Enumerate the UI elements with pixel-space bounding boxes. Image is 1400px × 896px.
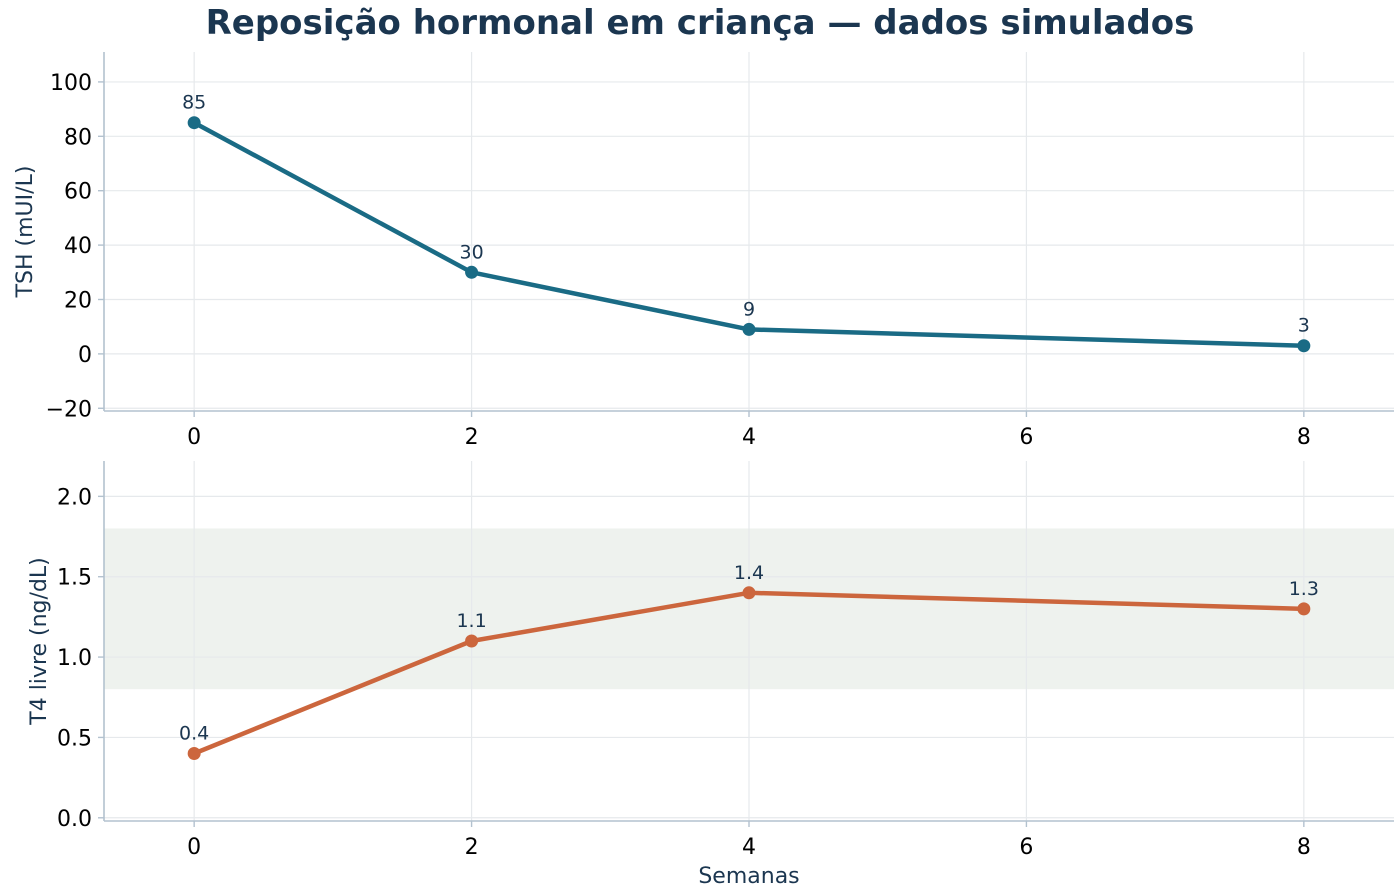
series-line bbox=[191, 120, 1307, 348]
data-point bbox=[465, 265, 479, 279]
x-tick-label: 0 bbox=[187, 835, 201, 860]
y-tick-label: 2.0 bbox=[57, 485, 92, 510]
y-tick-label: 20 bbox=[64, 288, 92, 313]
data-point bbox=[187, 747, 201, 760]
y-tick-label: 0.5 bbox=[57, 726, 92, 751]
data-point bbox=[742, 322, 756, 336]
data-point bbox=[742, 586, 756, 600]
x-tick-label: 4 bbox=[742, 425, 756, 450]
y-tick-label: 0 bbox=[78, 343, 92, 368]
y-tick-label: 80 bbox=[64, 125, 92, 150]
data-label: 9 bbox=[743, 298, 755, 320]
x-tick-label: 6 bbox=[1019, 835, 1033, 860]
x-tick-label: 4 bbox=[742, 835, 756, 860]
t4-panel: 0.0 0.5 1.0 1.5 2.0 0 2 4 6 8 T4 livre (ng/dL) Sema… bbox=[27, 461, 1394, 889]
x-tick-label: 2 bbox=[465, 425, 479, 450]
chart-title: Reposição hormonal em criança — dados si… bbox=[206, 3, 1195, 43]
x-tick-label: 8 bbox=[1297, 425, 1311, 450]
y-tick-label: 60 bbox=[64, 180, 92, 205]
y-tick-label: 0.0 bbox=[57, 807, 92, 832]
data-label: 1.1 bbox=[456, 610, 486, 632]
y-tick-label: 1.0 bbox=[57, 646, 92, 671]
tsh-panel: −20 0 20 40 60 80 100 0 2 4 6 8 TSH (mUI/L) 85 30 9 3 bbox=[13, 52, 1394, 450]
data-label: 1.3 bbox=[1289, 578, 1319, 600]
y-axis-label: TSH (mUI/L) bbox=[13, 166, 38, 299]
data-point bbox=[1297, 339, 1311, 353]
series-line bbox=[191, 590, 1307, 756]
x-axis-label: Semanas bbox=[698, 864, 799, 889]
data-label: 1.4 bbox=[734, 562, 764, 584]
x-tick-label: 8 bbox=[1297, 835, 1311, 860]
data-label: 3 bbox=[1298, 315, 1310, 337]
data-point bbox=[1297, 602, 1311, 616]
y-tick-label: 40 bbox=[64, 234, 92, 259]
data-label: 30 bbox=[459, 241, 483, 263]
data-point bbox=[465, 634, 479, 648]
y-tick-label: 100 bbox=[50, 71, 92, 96]
x-tick-label: 2 bbox=[465, 835, 479, 860]
data-label: 0.4 bbox=[179, 723, 209, 745]
data-point bbox=[187, 116, 201, 130]
data-label: 85 bbox=[182, 92, 206, 114]
x-tick-label: 6 bbox=[1019, 425, 1033, 450]
y-axis-label: T4 livre (ng/dL) bbox=[27, 557, 52, 725]
y-tick-label: −20 bbox=[46, 397, 92, 422]
y-tick-label: 1.5 bbox=[57, 566, 92, 591]
x-tick-label: 0 bbox=[187, 425, 201, 450]
